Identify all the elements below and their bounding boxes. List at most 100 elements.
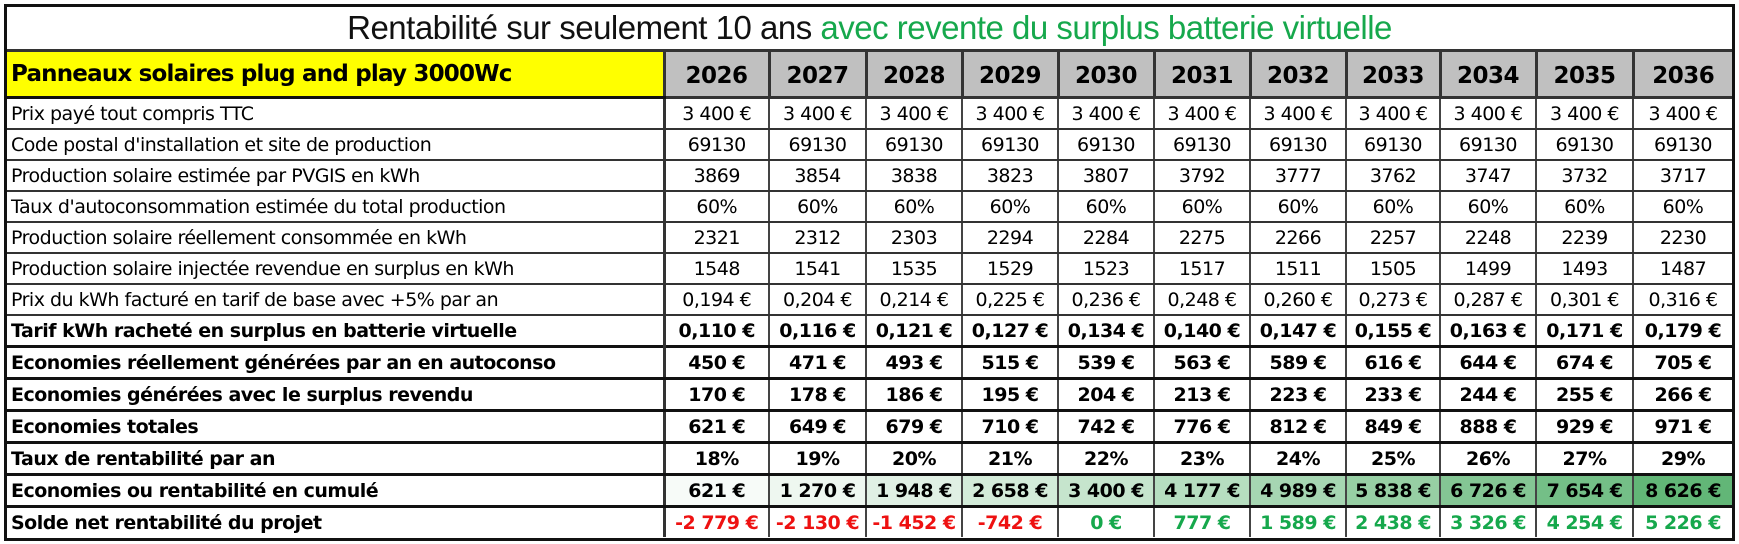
table-cell[interactable]: 60% — [768, 191, 866, 223]
table-cell[interactable]: 8 626 € — [1632, 474, 1732, 508]
table-cell[interactable]: 2 658 € — [961, 474, 1058, 508]
table-cell[interactable]: 2284 — [1057, 222, 1154, 254]
row-label[interactable]: Production solaire injectée revendue en … — [7, 253, 666, 285]
table-cell[interactable]: 493 € — [865, 345, 962, 380]
table-cell[interactable]: 4 989 € — [1249, 474, 1346, 508]
table-cell[interactable]: 69130 — [1535, 129, 1633, 161]
table-cell[interactable]: 170 € — [663, 378, 769, 412]
table-cell[interactable]: 26% — [1439, 442, 1536, 476]
table-cell[interactable]: 0,110 € — [663, 315, 769, 348]
table-cell[interactable]: 223 € — [1249, 378, 1346, 412]
table-cell[interactable]: 3747 — [1439, 160, 1536, 192]
table-cell[interactable]: 60% — [865, 191, 962, 223]
table-cell[interactable]: 69130 — [961, 129, 1058, 161]
table-cell[interactable]: 3 400 € — [961, 97, 1058, 130]
table-cell[interactable]: -742 € — [961, 506, 1058, 537]
table-cell[interactable]: 3 400 € — [663, 97, 769, 130]
table-cell[interactable]: 60% — [1345, 191, 1440, 223]
table-cell[interactable]: 0,273 € — [1345, 284, 1440, 316]
table-cell[interactable]: 1541 — [768, 253, 866, 285]
table-cell[interactable]: 971 € — [1632, 410, 1732, 444]
table-cell[interactable]: 0,140 € — [1153, 315, 1250, 348]
table-cell[interactable]: 705 € — [1632, 345, 1732, 380]
product-label[interactable]: Panneaux solaires plug and play 3000Wc — [7, 52, 666, 99]
table-cell[interactable]: 25% — [1345, 442, 1440, 476]
table-cell[interactable]: 69130 — [1249, 129, 1346, 161]
year-header[interactable]: 2035 — [1534, 52, 1633, 99]
table-cell[interactable]: 0,316 € — [1632, 284, 1732, 316]
table-cell[interactable]: 1 948 € — [865, 474, 962, 508]
table-cell[interactable]: 233 € — [1345, 378, 1440, 412]
table-cell[interactable]: 563 € — [1153, 345, 1250, 380]
table-cell[interactable]: 776 € — [1153, 410, 1250, 444]
table-cell[interactable]: 0,179 € — [1632, 315, 1732, 348]
table-cell[interactable]: 1487 — [1632, 253, 1732, 285]
table-cell[interactable]: 0,116 € — [768, 315, 866, 348]
table-cell[interactable]: 621 € — [663, 474, 769, 508]
table-cell[interactable]: 0,301 € — [1535, 284, 1633, 316]
table-cell[interactable]: 2303 — [865, 222, 962, 254]
table-cell[interactable]: 3792 — [1153, 160, 1250, 192]
row-label[interactable]: Tarif kWh racheté en surplus en batterie… — [7, 315, 666, 348]
table-cell[interactable]: 3 400 € — [1057, 474, 1154, 508]
year-header[interactable]: 2036 — [1631, 52, 1732, 99]
table-cell[interactable]: 60% — [1439, 191, 1536, 223]
row-label[interactable]: Prix du kWh facturé en tarif de base ave… — [7, 284, 666, 316]
table-cell[interactable]: 3 400 € — [1632, 97, 1732, 130]
table-cell[interactable]: 3 400 € — [768, 97, 866, 130]
table-cell[interactable]: 3 400 € — [865, 97, 962, 130]
table-cell[interactable]: 616 € — [1345, 345, 1440, 380]
table-cell[interactable]: 1493 — [1535, 253, 1633, 285]
table-cell[interactable]: 2257 — [1345, 222, 1440, 254]
table-cell[interactable]: 0,260 € — [1249, 284, 1346, 316]
table-cell[interactable]: 69130 — [1439, 129, 1536, 161]
row-label[interactable]: Economies générées avec le surplus reven… — [7, 378, 666, 412]
table-cell[interactable]: 471 € — [768, 345, 866, 380]
table-cell[interactable]: 186 € — [865, 378, 962, 412]
table-cell[interactable]: 0,155 € — [1345, 315, 1440, 348]
table-cell[interactable]: 69130 — [1345, 129, 1440, 161]
table-cell[interactable]: 3 400 € — [1439, 97, 1536, 130]
table-cell[interactable]: 2230 — [1632, 222, 1732, 254]
table-cell[interactable]: -2 130 € — [768, 506, 866, 537]
row-label[interactable]: Production solaire réellement consommée … — [7, 222, 666, 254]
year-header[interactable]: 2027 — [767, 52, 866, 99]
table-cell[interactable]: 3 400 € — [1057, 97, 1154, 130]
table-cell[interactable]: 204 € — [1057, 378, 1154, 412]
table-cell[interactable]: 3 400 € — [1153, 97, 1250, 130]
table-cell[interactable]: 18% — [663, 442, 769, 476]
row-label[interactable]: Production solaire estimée par PVGIS en … — [7, 160, 666, 192]
table-cell[interactable]: 649 € — [768, 410, 866, 444]
table-cell[interactable]: 1517 — [1153, 253, 1250, 285]
table-cell[interactable]: 2239 — [1535, 222, 1633, 254]
year-header[interactable]: 2031 — [1152, 52, 1250, 99]
table-cell[interactable]: 1 270 € — [768, 474, 866, 508]
table-cell[interactable]: 1529 — [961, 253, 1058, 285]
table-cell[interactable]: 849 € — [1345, 410, 1440, 444]
row-label[interactable]: Solde net rentabilité du projet — [7, 506, 666, 537]
table-cell[interactable]: 29% — [1632, 442, 1732, 476]
table-cell[interactable]: 244 € — [1439, 378, 1536, 412]
table-cell[interactable]: 22% — [1057, 442, 1154, 476]
year-header[interactable]: 2029 — [960, 52, 1058, 99]
table-cell[interactable]: 2321 — [663, 222, 769, 254]
table-cell[interactable]: 0,194 € — [663, 284, 769, 316]
table-cell[interactable]: 0,214 € — [865, 284, 962, 316]
table-cell[interactable]: 255 € — [1535, 378, 1633, 412]
row-label[interactable]: Taux d'autoconsommation estimée du total… — [7, 191, 666, 223]
table-cell[interactable]: 6 726 € — [1439, 474, 1536, 508]
table-cell[interactable]: 195 € — [961, 378, 1058, 412]
table-cell[interactable]: 3762 — [1345, 160, 1440, 192]
table-cell[interactable]: 5 226 € — [1632, 506, 1732, 537]
row-label[interactable]: Prix payé tout compris TTC — [7, 97, 666, 130]
table-cell[interactable]: 2294 — [961, 222, 1058, 254]
table-cell[interactable]: 1505 — [1345, 253, 1440, 285]
table-cell[interactable]: 450 € — [663, 345, 769, 380]
table-cell[interactable]: 812 € — [1249, 410, 1346, 444]
table-cell[interactable]: 3777 — [1249, 160, 1346, 192]
table-cell[interactable]: 1 589 € — [1249, 506, 1346, 537]
year-header[interactable]: 2033 — [1344, 52, 1440, 99]
table-cell[interactable]: 0,147 € — [1249, 315, 1346, 348]
table-cell[interactable]: 3 400 € — [1535, 97, 1633, 130]
table-cell[interactable]: 2266 — [1249, 222, 1346, 254]
